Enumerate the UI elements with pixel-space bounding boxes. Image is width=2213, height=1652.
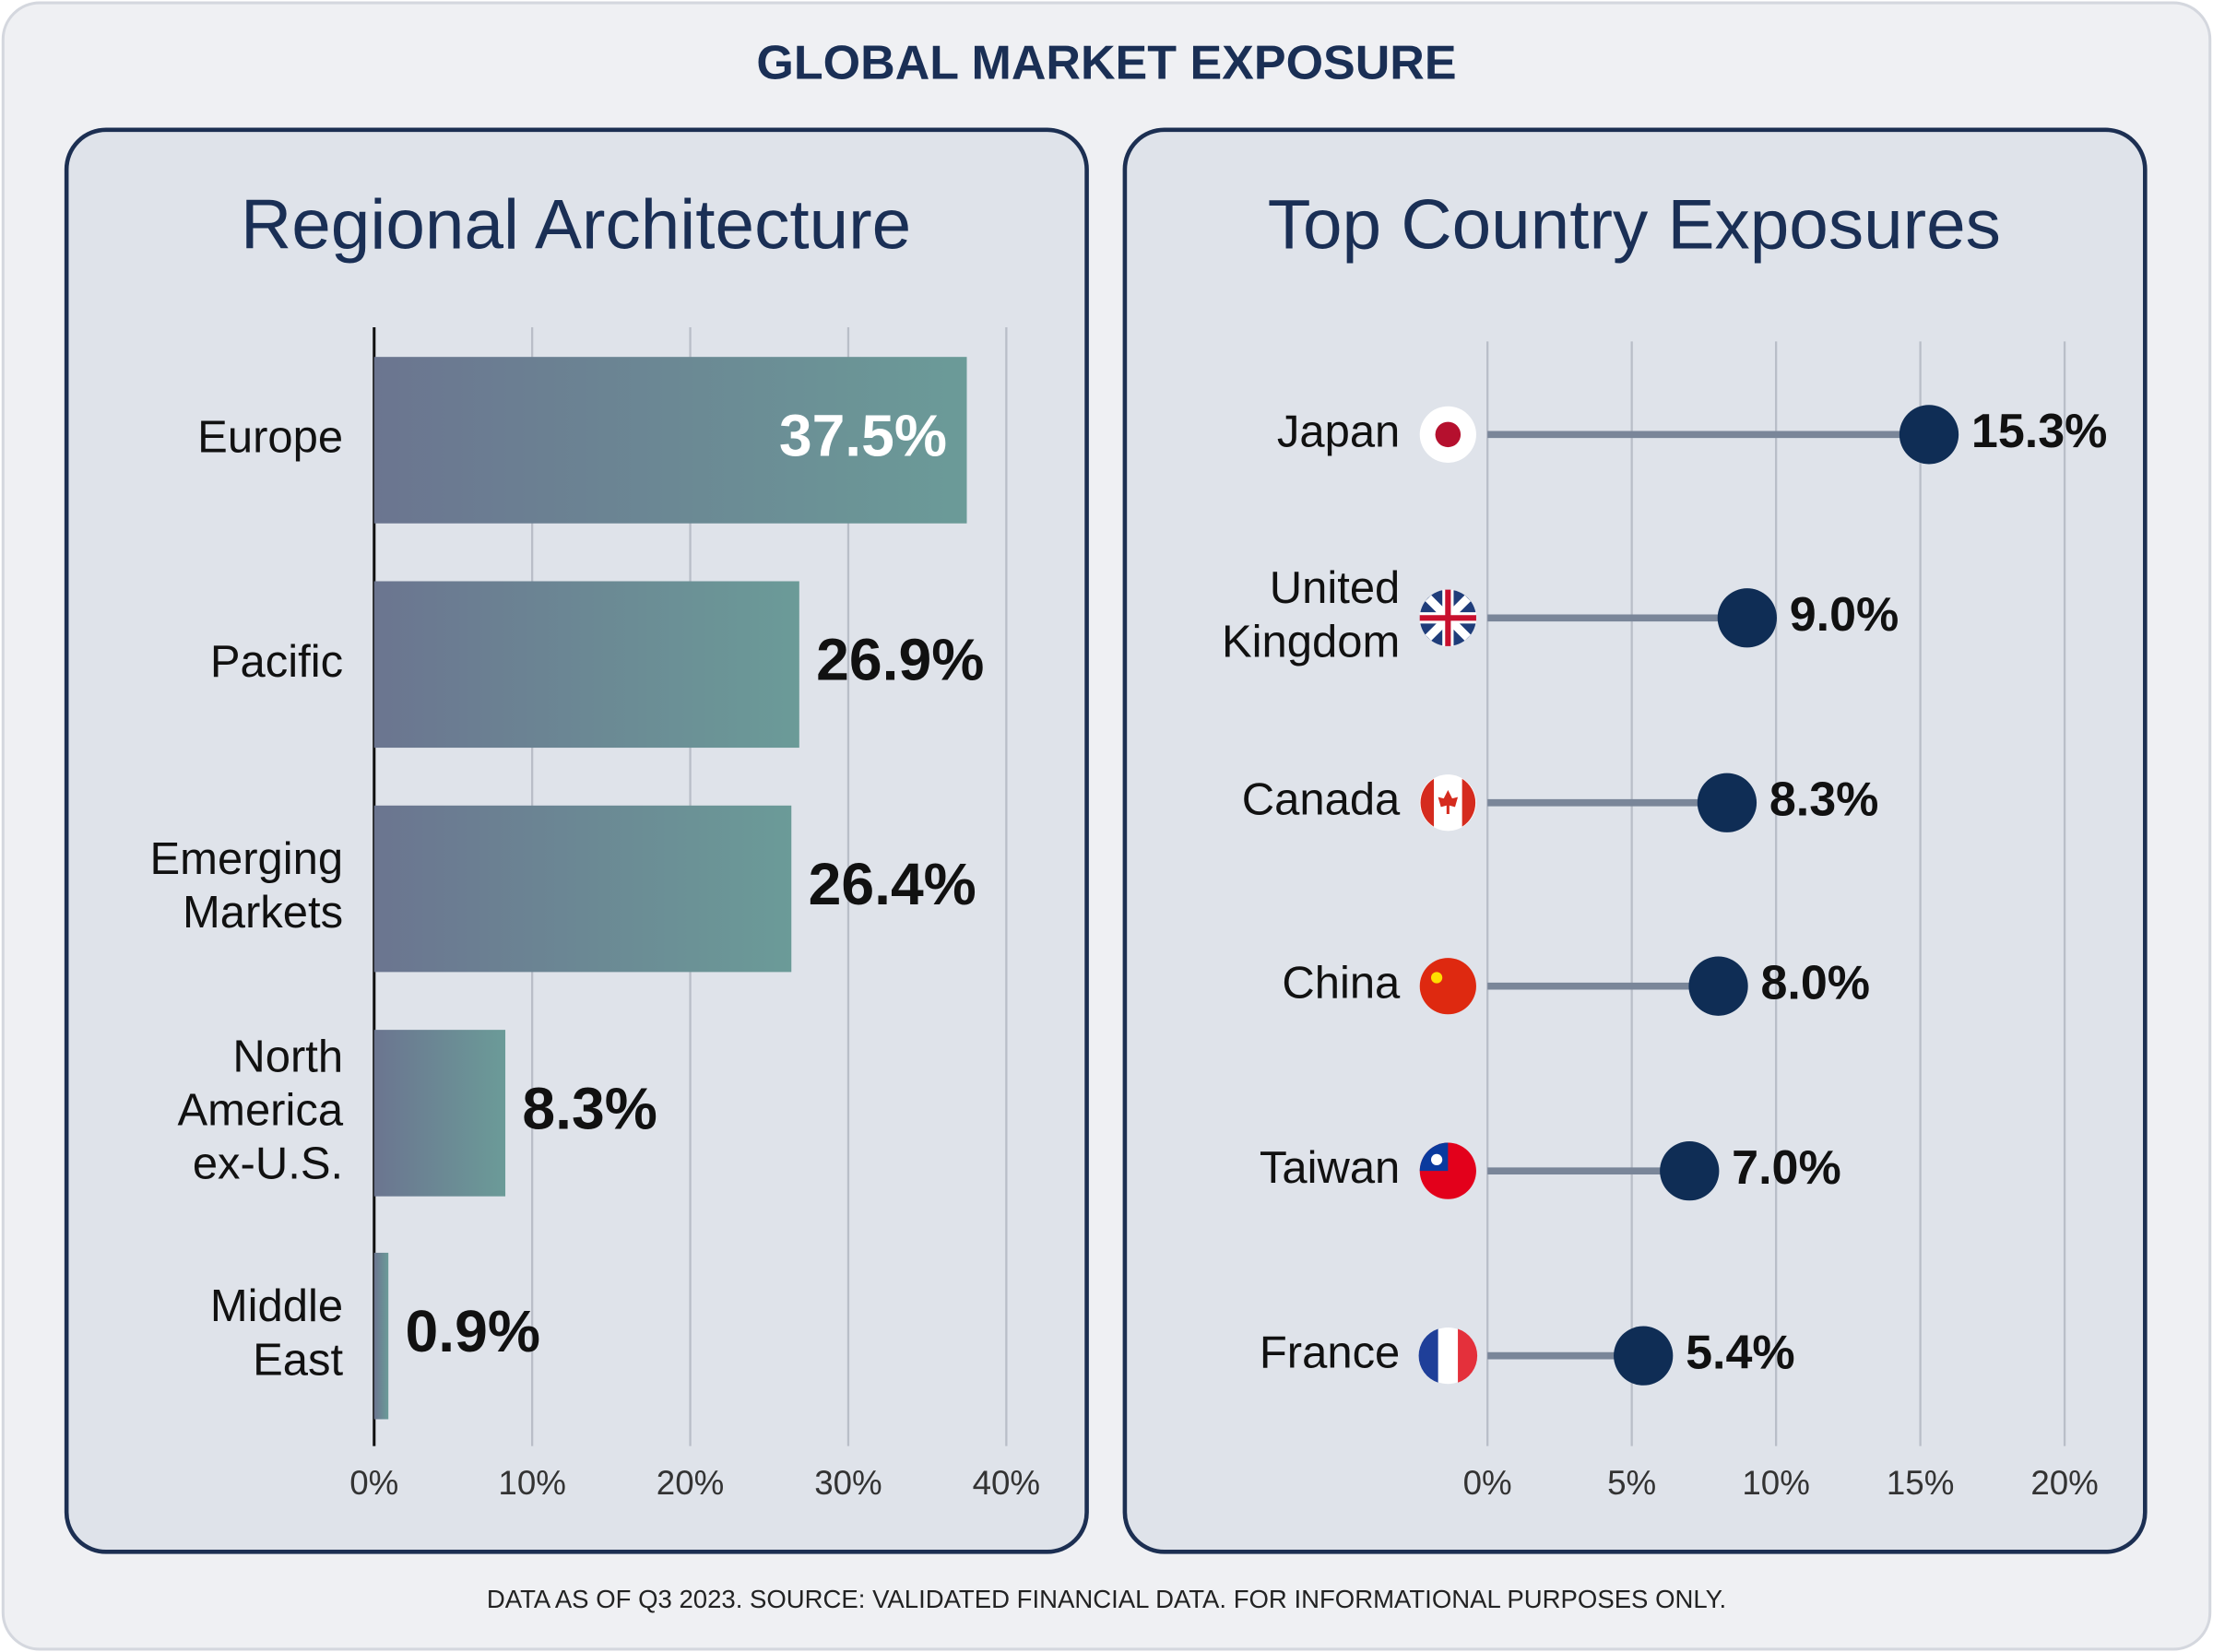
category-label: United Kingdom [1222, 563, 1400, 667]
dot [1688, 956, 1748, 1016]
chart-title: Regional Architecture [241, 186, 911, 265]
value-label: 26.9% [816, 627, 984, 693]
flag-icon [1419, 589, 1476, 646]
value-label: 9.0% [1790, 588, 1899, 642]
value-label: 7.0% [1732, 1141, 1841, 1195]
x-tick-label: 20% [657, 1464, 725, 1502]
flag-icon [1419, 774, 1476, 832]
footer: DATA AS OF Q3 2023. SOURCE: VALIDATED FI… [487, 1585, 1726, 1613]
dot [1697, 773, 1757, 832]
category-label: Emerging Markets [150, 834, 344, 938]
flag [1438, 789, 1459, 814]
panel [1122, 127, 2148, 1554]
value-label: 15.3% [1971, 405, 2108, 458]
flag-icon [1419, 958, 1476, 1015]
value-label: 8.0% [1760, 956, 1870, 1009]
flag [1419, 958, 1476, 1015]
bar [373, 581, 799, 749]
category-label: France [1260, 1328, 1400, 1378]
x-tick-label: 5% [1607, 1464, 1656, 1502]
bar [373, 805, 792, 973]
x-tick-label: 20% [2030, 1464, 2099, 1502]
category-label: China [1282, 959, 1401, 1009]
category-label: Europe [197, 412, 343, 462]
category-label: Taiwan [1260, 1143, 1400, 1193]
dot [1899, 405, 1959, 465]
value-label: 8.3% [522, 1075, 657, 1141]
value-label: 5.4% [1686, 1326, 1795, 1379]
x-tick-label: 30% [814, 1464, 882, 1502]
dot [1660, 1141, 1720, 1201]
dot [1717, 588, 1777, 648]
flag [1420, 778, 1476, 827]
value-label: 26.4% [809, 851, 976, 917]
category-label: North America ex-U.S. [178, 1032, 344, 1188]
x-tick-label: 0% [1463, 1464, 1512, 1502]
category-label: Japan [1277, 407, 1400, 456]
value-label: 0.9% [406, 1298, 540, 1364]
x-tick-label: 0% [349, 1464, 398, 1502]
flag-icon [1418, 1328, 1478, 1385]
bar [373, 357, 967, 524]
flag-icon [1419, 406, 1476, 463]
x-tick-label: 10% [1742, 1464, 1810, 1502]
flag [1419, 589, 1476, 646]
flag [1435, 421, 1462, 448]
dot [1614, 1326, 1674, 1386]
value-label: 8.3% [1769, 773, 1879, 826]
chart-title: Top Country Exposures [1268, 186, 2001, 265]
flag-icon [1419, 1142, 1476, 1199]
category-label: Middle East [210, 1281, 344, 1385]
flag [1430, 972, 1443, 984]
bar [373, 1030, 506, 1197]
value-label: 37.5% [779, 402, 947, 468]
page-title: GLOBAL MARKET EXPOSURE [756, 37, 1456, 90]
x-tick-label: 15% [1887, 1464, 1955, 1502]
flag [1458, 1328, 1478, 1383]
category-label: Canada [1242, 775, 1401, 825]
flag [1418, 1328, 1438, 1383]
x-tick-label: 10% [498, 1464, 566, 1502]
bar [373, 1252, 389, 1420]
x-tick-label: 40% [973, 1464, 1041, 1502]
flag [1430, 1153, 1443, 1166]
category-label: Pacific [210, 637, 343, 687]
